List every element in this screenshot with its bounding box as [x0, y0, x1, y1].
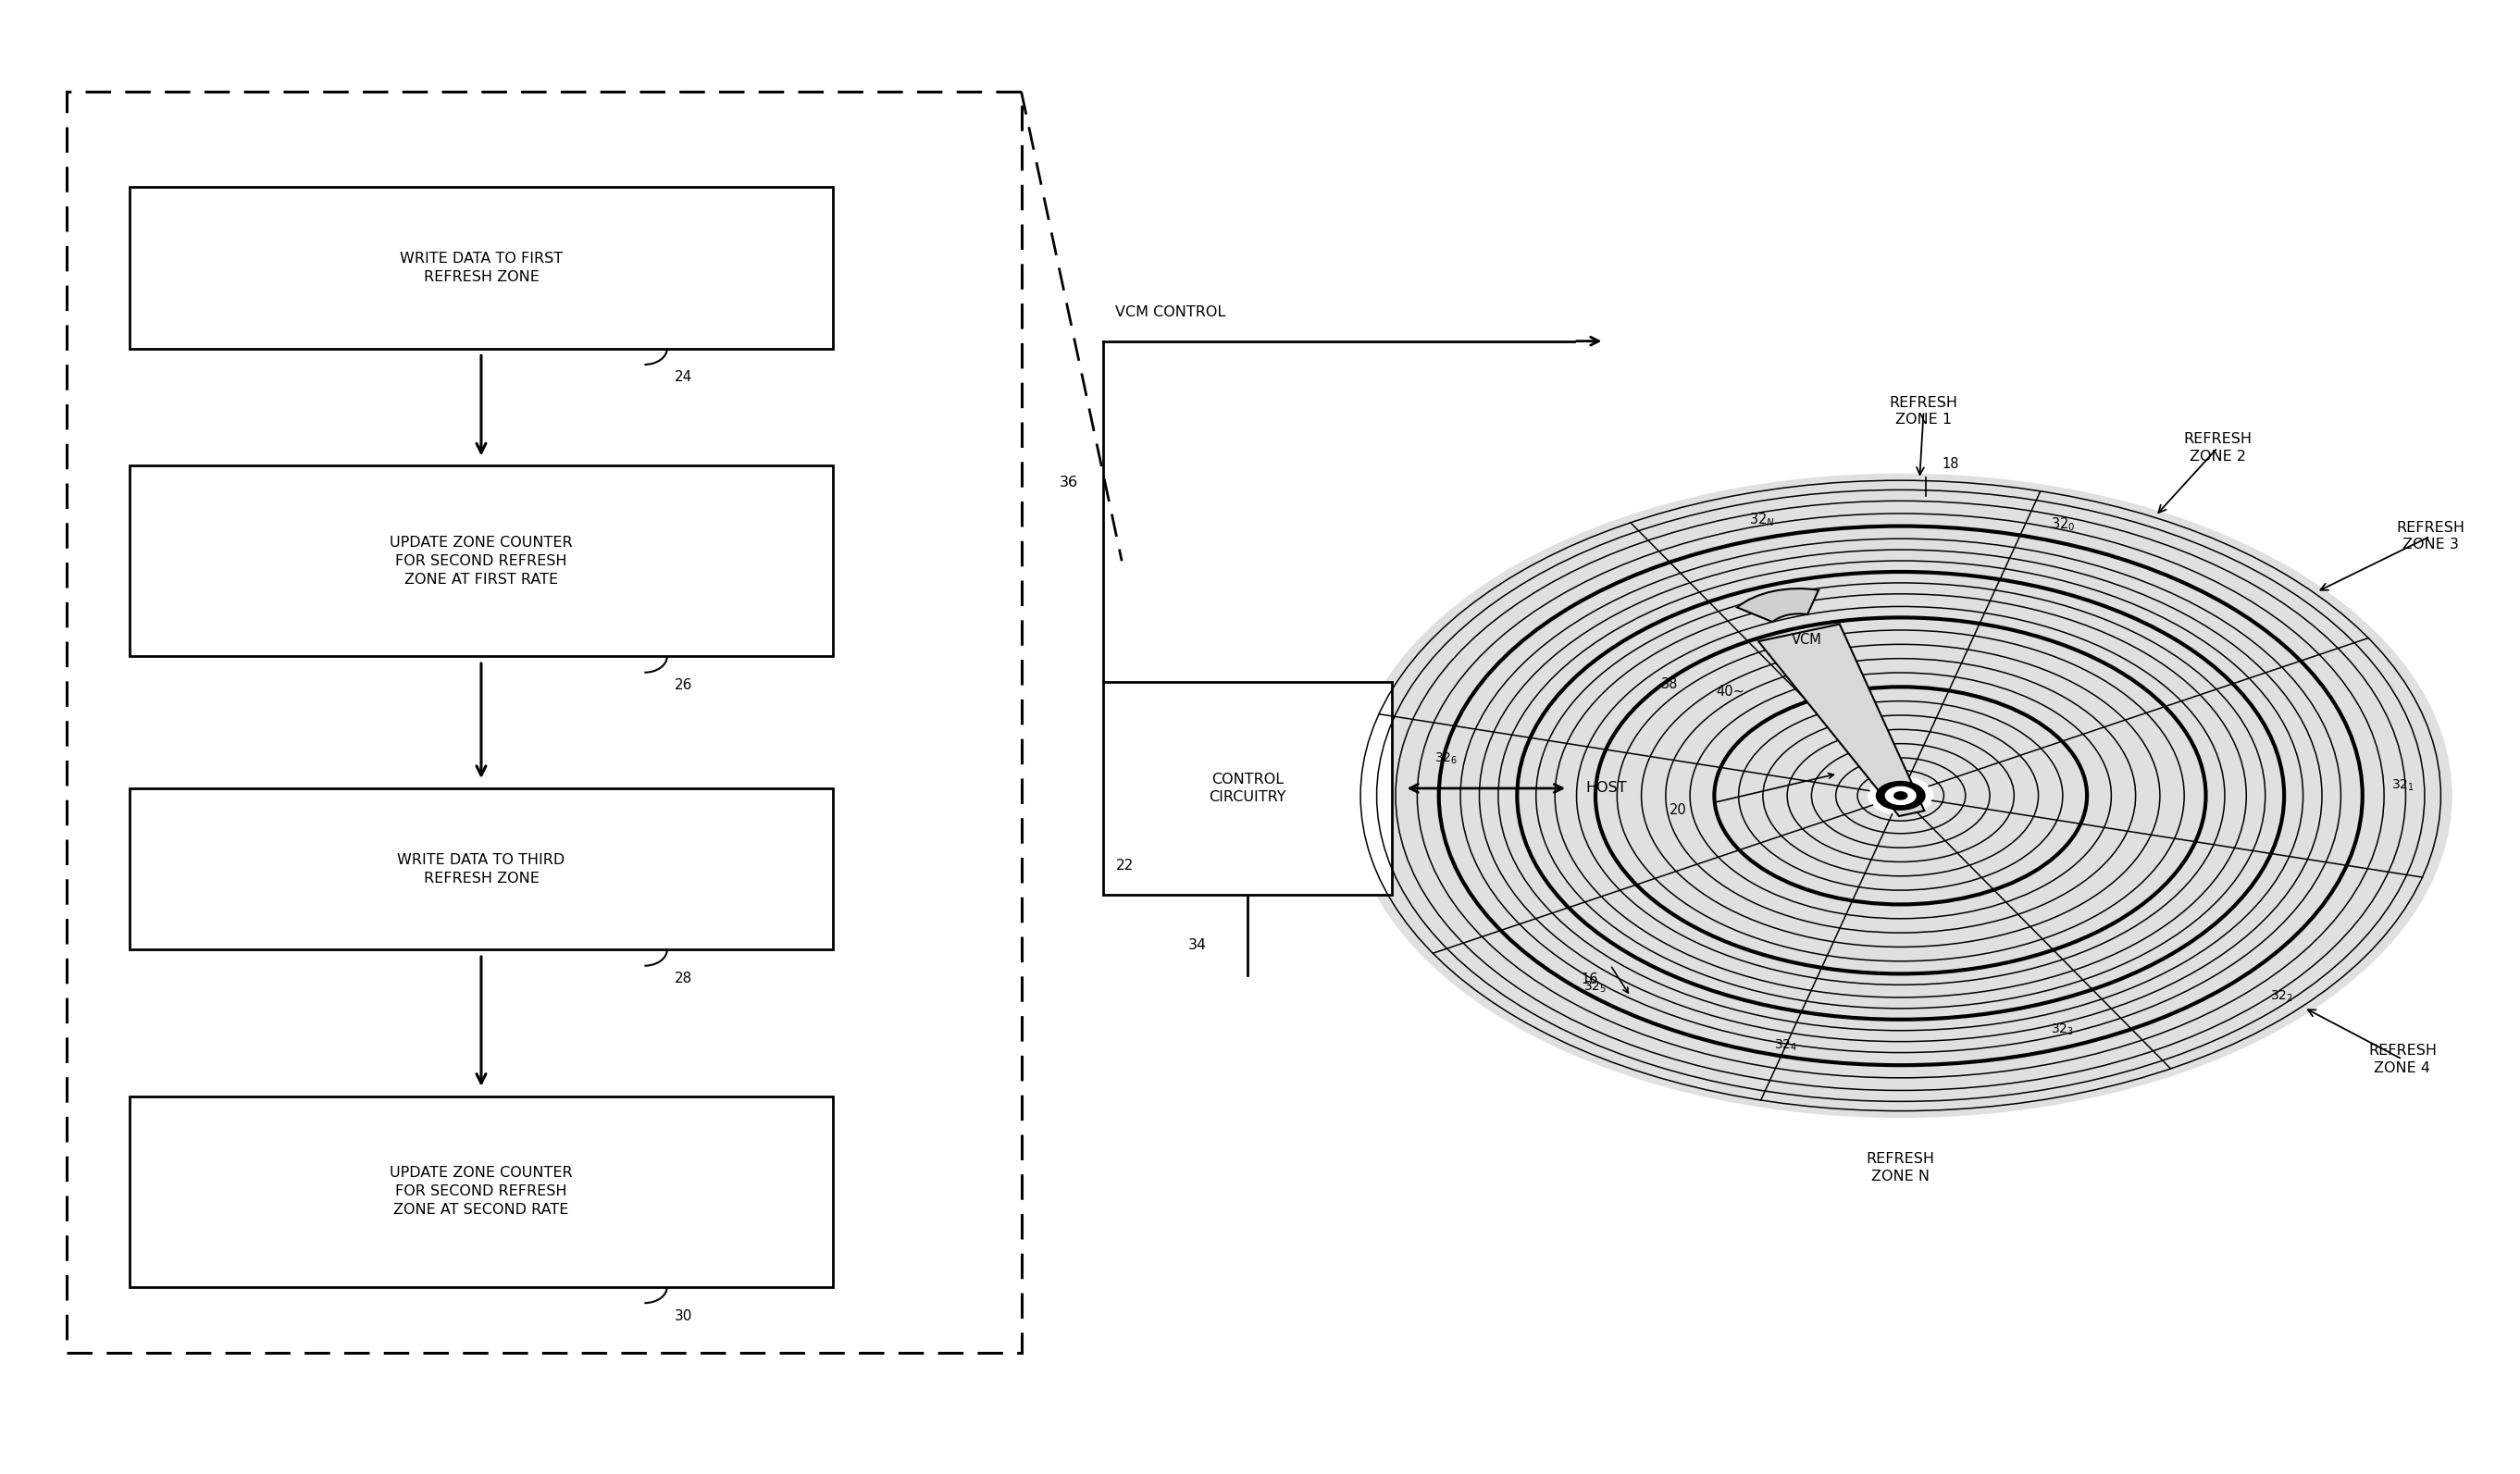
Text: REFRESH
ZONE 1: REFRESH ZONE 1 — [1890, 395, 1958, 427]
Text: REFRESH
ZONE 4: REFRESH ZONE 4 — [2369, 1044, 2437, 1075]
Text: $32_1$: $32_1$ — [2391, 778, 2414, 793]
Bar — [66, 91, 1021, 1353]
Text: 38: 38 — [1661, 677, 1678, 691]
Text: 22: 22 — [1116, 859, 1134, 873]
Text: 40~: 40~ — [1716, 685, 1744, 699]
Text: VCM: VCM — [1792, 634, 1822, 647]
Text: 20: 20 — [1671, 803, 1686, 817]
Text: 26: 26 — [675, 678, 693, 693]
Text: $32_N$: $32_N$ — [1749, 511, 1774, 528]
Bar — [129, 789, 834, 949]
Circle shape — [1895, 792, 1908, 799]
Text: 28: 28 — [675, 971, 693, 986]
Text: $32_2$: $32_2$ — [2271, 989, 2293, 1004]
Text: UPDATE ZONE COUNTER
FOR SECOND REFRESH
ZONE AT FIRST RATE: UPDATE ZONE COUNTER FOR SECOND REFRESH Z… — [391, 535, 572, 587]
Text: 16: 16 — [1580, 973, 1598, 986]
Circle shape — [1351, 475, 2452, 1117]
Text: REFRESH
ZONE N: REFRESH ZONE N — [1867, 1153, 1935, 1184]
Bar — [129, 187, 834, 348]
Text: $32_5$: $32_5$ — [1583, 979, 1608, 995]
Text: $32_0$: $32_0$ — [2051, 516, 2074, 534]
Text: 24: 24 — [675, 370, 693, 385]
Circle shape — [1885, 787, 1915, 805]
Polygon shape — [1759, 624, 1925, 817]
Wedge shape — [1736, 588, 1819, 622]
Circle shape — [1877, 781, 1925, 809]
Text: 30: 30 — [675, 1309, 693, 1322]
Text: 18: 18 — [1943, 457, 1961, 470]
Bar — [1104, 682, 1391, 895]
Text: 36: 36 — [1058, 475, 1079, 489]
Bar — [129, 1097, 834, 1287]
Text: REFRESH
ZONE 3: REFRESH ZONE 3 — [2397, 520, 2465, 551]
Circle shape — [1867, 777, 1933, 815]
Text: UPDATE ZONE COUNTER
FOR SECOND REFRESH
ZONE AT SECOND RATE: UPDATE ZONE COUNTER FOR SECOND REFRESH Z… — [391, 1166, 572, 1218]
Text: $32_6$: $32_6$ — [1434, 750, 1457, 766]
Text: WRITE DATA TO FIRST
REFRESH ZONE: WRITE DATA TO FIRST REFRESH ZONE — [401, 252, 562, 284]
Bar — [129, 466, 834, 656]
Text: $32_4$: $32_4$ — [1774, 1038, 1797, 1052]
Text: WRITE DATA TO THIRD
REFRESH ZONE: WRITE DATA TO THIRD REFRESH ZONE — [398, 853, 564, 884]
Text: HOST: HOST — [1585, 781, 1625, 796]
Text: CONTROL
CIRCUITRY: CONTROL CIRCUITRY — [1210, 772, 1285, 805]
Text: VCM CONTROL: VCM CONTROL — [1116, 305, 1225, 318]
Text: $32_3$: $32_3$ — [2051, 1021, 2074, 1038]
Text: 34: 34 — [1187, 939, 1207, 952]
Text: REFRESH
ZONE 2: REFRESH ZONE 2 — [2182, 432, 2253, 463]
